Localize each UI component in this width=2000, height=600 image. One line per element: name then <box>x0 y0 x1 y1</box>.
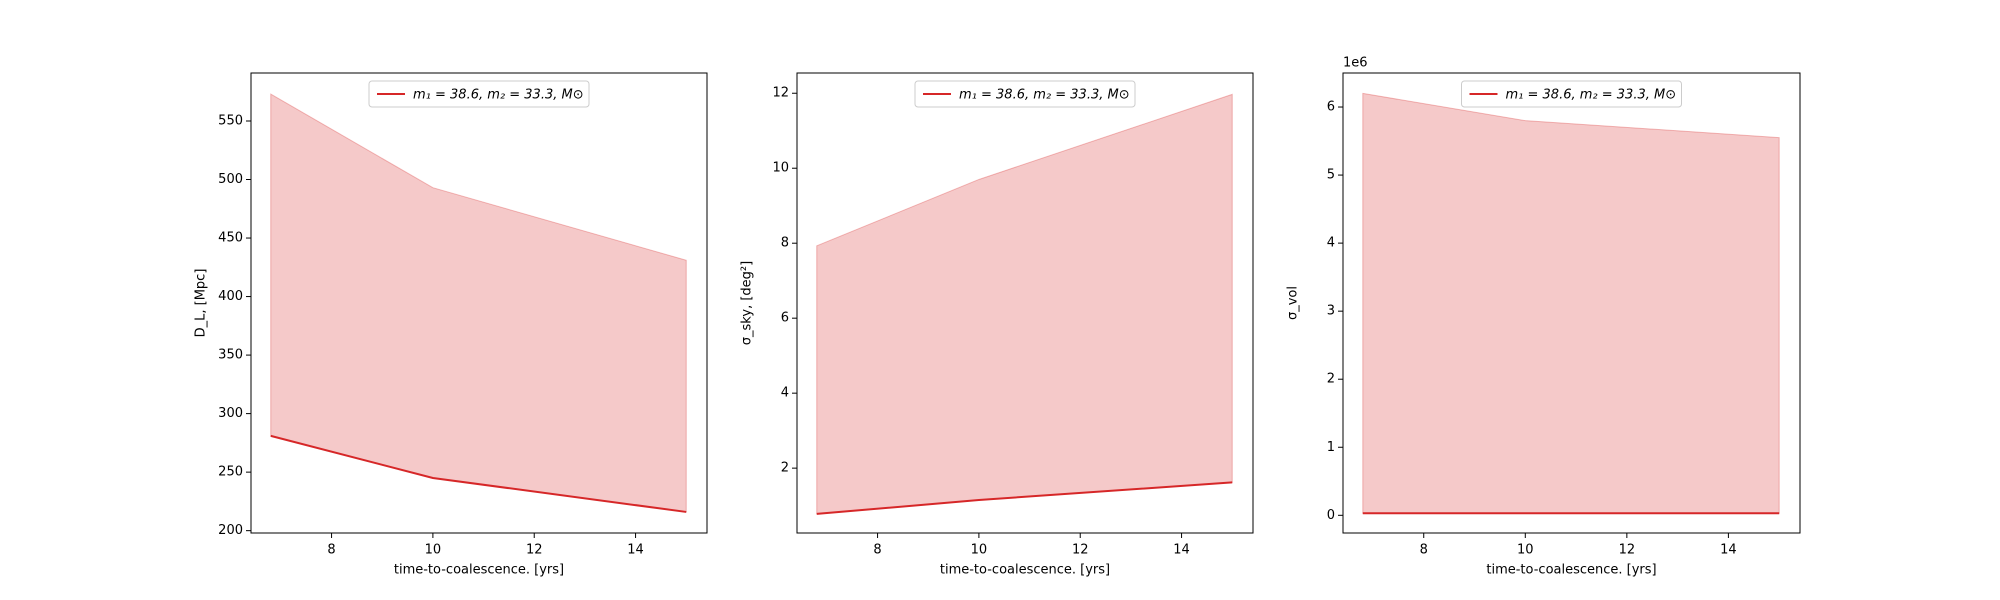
y-tick-label: 4 <box>781 386 789 401</box>
line <box>816 481 1233 515</box>
x-tick-label: 10 <box>425 543 442 558</box>
y-axis-label: D_L, [Mpc] <box>194 269 209 338</box>
y-tick-label: 3 <box>1327 304 1335 319</box>
x-tick-label: 12 <box>1072 543 1089 558</box>
axes-frame <box>1342 72 1801 534</box>
legend-label: m₁ = 38.6, m₂ = 33.3, M⊙ <box>413 88 584 103</box>
legend-label: m₁ = 38.6, m₂ = 33.3, M⊙ <box>1506 88 1677 103</box>
x-axis-label: time-to-coalescence. [yrs] <box>940 563 1110 578</box>
y-tick-label: 400 <box>218 289 243 304</box>
axes-frame <box>796 72 1254 534</box>
y-tick-label: 8 <box>781 236 789 251</box>
y-tick-label: 2 <box>781 461 789 476</box>
x-tick-label: 10 <box>971 543 988 558</box>
y-tick-label: 10 <box>772 161 789 176</box>
x-tick-label: 14 <box>1173 543 1190 558</box>
band-area <box>1362 92 1780 514</box>
x-axis-label: time-to-coalescence. [yrs] <box>1486 563 1656 578</box>
x-tick-label: 14 <box>627 543 644 558</box>
band-area <box>816 93 1233 515</box>
y-tick-label: 12 <box>772 86 789 101</box>
y-tick-label: 500 <box>218 172 243 187</box>
y-tick-label: 5 <box>1327 168 1335 183</box>
y-tick-label: 4 <box>1327 236 1335 251</box>
x-tick-label: 12 <box>526 543 543 558</box>
legend-box <box>368 80 590 108</box>
y-tick-label: 300 <box>218 406 243 421</box>
x-axis-label: time-to-coalescence. [yrs] <box>394 563 564 578</box>
legend-label: m₁ = 38.6, m₂ = 33.3, M⊙ <box>959 88 1130 103</box>
y-tick-label: 450 <box>218 231 243 246</box>
y-axis-label: σ_vol <box>1286 286 1301 320</box>
y-tick-label: 350 <box>218 348 243 363</box>
x-tick-label: 8 <box>1420 543 1428 558</box>
x-tick-label: 10 <box>1517 543 1534 558</box>
x-tick-label: 8 <box>873 543 881 558</box>
y-axis-label: σ_sky, [deg²] <box>740 261 755 345</box>
axes-frame <box>250 72 708 534</box>
y-tick-label: 250 <box>218 465 243 480</box>
legend-box <box>1461 80 1682 108</box>
y-tick-label: 1 <box>1327 440 1335 455</box>
line <box>270 434 687 513</box>
y-tick-label: 200 <box>218 523 243 538</box>
x-tick-label: 14 <box>1720 543 1737 558</box>
y-tick-label: 550 <box>218 113 243 128</box>
y-tick-label: 6 <box>781 311 789 326</box>
y-tick-label: 2 <box>1327 372 1335 387</box>
band-area <box>270 93 687 513</box>
x-tick-label: 12 <box>1619 543 1636 558</box>
x-tick-label: 8 <box>327 543 335 558</box>
y-tick-label: 6 <box>1327 100 1335 115</box>
offset-label: 1e6 <box>1343 56 1368 71</box>
legend-box <box>914 80 1136 108</box>
y-tick-label: 0 <box>1327 508 1335 523</box>
